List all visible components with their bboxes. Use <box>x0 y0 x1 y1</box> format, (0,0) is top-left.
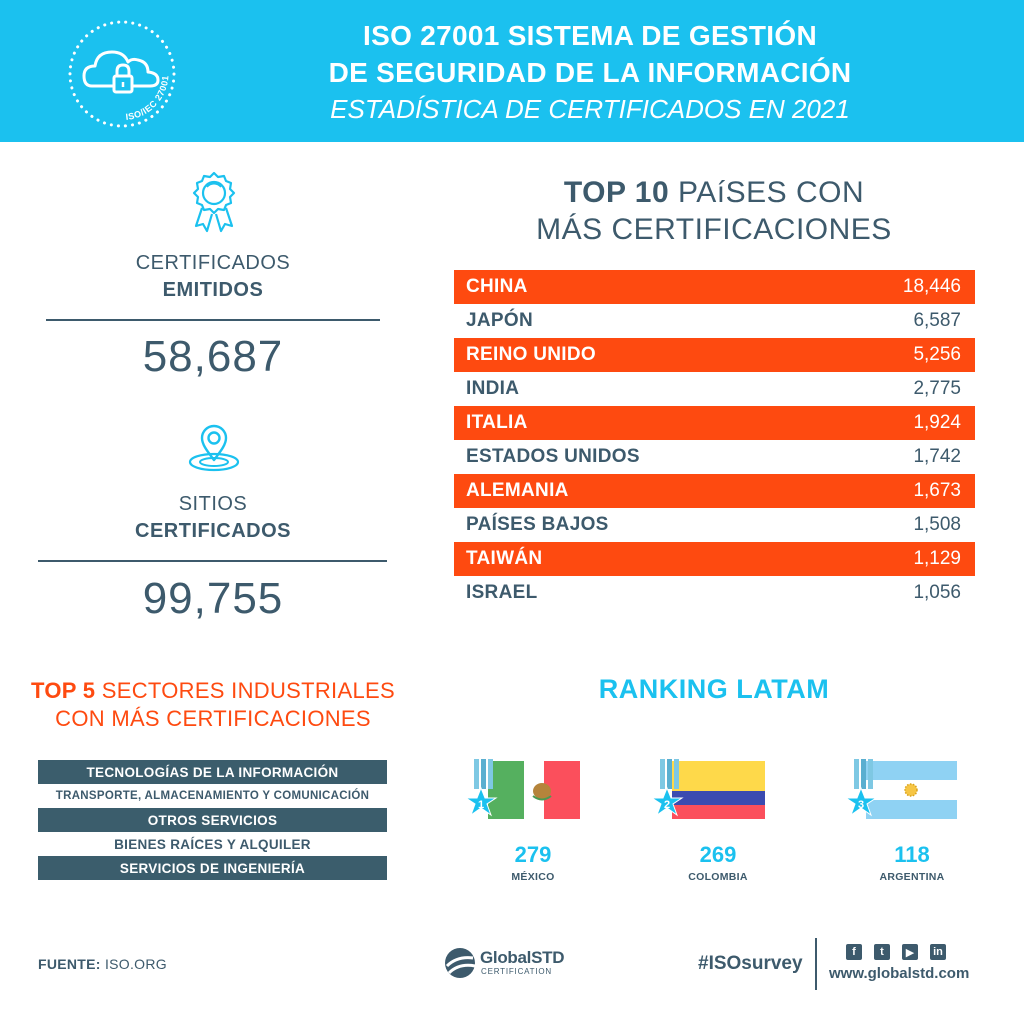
country-row: PAÍSES BAJOS 1,508 <box>454 508 975 542</box>
certificates-label-line1: CERTIFICADOS <box>135 252 291 274</box>
globalstd-logo-subtitle: CERTIFICATION <box>481 967 552 976</box>
country-value: 2,775 <box>913 378 961 399</box>
country-name: TAIWÁN <box>466 548 543 569</box>
latam-value: 269 <box>699 842 737 867</box>
latam-title: RANKING LATAM <box>598 674 830 704</box>
country-value: 1,924 <box>913 412 961 433</box>
map-pin-icon <box>188 424 240 472</box>
website-link[interactable]: www.globalstd.com <box>829 965 970 982</box>
latam-rank: 2 <box>664 799 670 811</box>
latam-rank: 3 <box>858 799 864 811</box>
country-name: JAPÓN <box>466 310 533 331</box>
source-note: FUENTE: ISO.ORG <box>38 956 167 972</box>
latam-value: 118 <box>894 842 930 867</box>
header-title-line1: ISO 27001 SISTEMA DE GESTIÓN <box>280 20 900 52</box>
colombia-flag-icon: 2 <box>652 759 765 819</box>
country-row: ISRAEL 1,056 <box>454 576 975 610</box>
country-row: CHINA 18,446 <box>454 270 975 304</box>
header-subtitle: ESTADÍSTICA DE CERTIFICADOS EN 2021 <box>330 94 850 124</box>
certificates-label-line2: EMITIDOS <box>162 279 264 301</box>
country-value: 5,256 <box>913 344 961 365</box>
sector-item: TRANSPORTE, ALMACENAMIENTO Y COMUNICACIÓ… <box>38 784 387 808</box>
country-value: 1,673 <box>913 480 961 501</box>
certificates-value: 58,687 <box>142 332 284 381</box>
facebook-icon[interactable]: f <box>846 944 862 960</box>
country-row: ITALIA 1,924 <box>454 406 975 440</box>
award-ribbon-icon <box>192 171 236 233</box>
country-name: ESTADOS UNIDOS <box>466 446 640 467</box>
latam-item-argentina: 3 <box>846 758 986 824</box>
sectors-list: TECNOLOGÍAS DE LA INFORMACIÓN TRANSPORTE… <box>38 760 387 880</box>
sectors-title-line1: TOP 5 SECTORES INDUSTRIALES <box>31 678 395 703</box>
country-row: INDIA 2,775 <box>454 372 975 406</box>
twitter-icon[interactable]: t <box>874 944 890 960</box>
globalstd-logo-text[interactable]: GlobalSTD <box>480 948 565 967</box>
sites-divider <box>38 560 387 562</box>
country-row: ALEMANIA 1,673 <box>454 474 975 508</box>
iso-cloud-lock-badge-icon: ISO/IEC 27001 <box>68 20 176 128</box>
top10-countries-table: CHINA 18,446 JAPÓN 6,587 REINO UNIDO 5,256 … <box>454 270 975 610</box>
country-name: ALEMANIA <box>466 480 569 501</box>
header-title-bold: ISO 27001 <box>363 20 500 51</box>
header-title-line2: DE SEGURIDAD DE LA INFORMACIÓN <box>328 57 852 88</box>
linkedin-icon[interactable]: in <box>930 944 946 960</box>
mexico-flag-icon: 1 <box>466 759 580 819</box>
latam-rank: 1 <box>478 799 484 811</box>
sector-item: BIENES RAÍCES Y ALQUILER <box>38 832 387 856</box>
country-value: 1,508 <box>913 514 961 535</box>
country-row: JAPÓN 6,587 <box>454 304 975 338</box>
country-row: ESTADOS UNIDOS 1,742 <box>454 440 975 474</box>
header-banner: ISO/IEC 27001 ISO 27001 SISTEMA DE GESTI… <box>0 0 1024 142</box>
top10-title-line1: TOP 10 PAíSES CON <box>563 176 865 209</box>
latam-country: ARGENTINA <box>879 871 945 883</box>
sites-label-line2: CERTIFICADOS <box>135 520 291 542</box>
country-name: REINO UNIDO <box>466 344 596 365</box>
top10-title-line2: MÁS CERTIFICACIONES <box>536 213 892 246</box>
country-value: 1,742 <box>913 446 961 467</box>
latam-country: MÉXICO <box>511 871 555 883</box>
country-name: ISRAEL <box>466 582 538 603</box>
youtube-icon[interactable]: ▶ <box>902 944 918 960</box>
country-value: 1,129 <box>913 548 961 569</box>
globalstd-logo-icon <box>445 948 476 978</box>
country-value: 18,446 <box>902 276 961 297</box>
header-title-rest: SISTEMA DE GESTIÓN <box>507 20 817 51</box>
latam-country: COLOMBIA <box>688 871 748 883</box>
country-value: 6,587 <box>913 310 961 331</box>
country-value: 1,056 <box>913 582 961 603</box>
sectors-title-line2: CON MÁS CERTIFICACIONES <box>55 706 371 731</box>
sector-item: SERVICIOS DE INGENIERÍA <box>38 856 387 880</box>
footer-divider <box>815 938 817 990</box>
country-name: PAÍSES BAJOS <box>466 514 609 535</box>
latam-item-mexico: 1 <box>466 758 606 824</box>
certificates-divider <box>46 319 380 321</box>
sector-item: TECNOLOGÍAS DE LA INFORMACIÓN <box>38 760 387 784</box>
sites-label-line1: SITIOS <box>178 493 248 515</box>
country-row: TAIWÁN 1,129 <box>454 542 975 576</box>
latam-value: 279 <box>514 842 552 867</box>
social-links: f t ▶ in <box>846 944 946 960</box>
country-name: INDIA <box>466 378 520 399</box>
country-name: CHINA <box>466 276 528 297</box>
country-row: REINO UNIDO 5,256 <box>454 338 975 372</box>
latam-item-colombia: 2 <box>652 758 792 824</box>
survey-hashtag[interactable]: #ISOsurvey <box>698 953 803 974</box>
argentina-flag-icon: 3 <box>846 759 957 819</box>
country-name: ITALIA <box>466 412 528 433</box>
sector-item: OTROS SERVICIOS <box>38 808 387 832</box>
sites-value: 99,755 <box>142 574 284 623</box>
